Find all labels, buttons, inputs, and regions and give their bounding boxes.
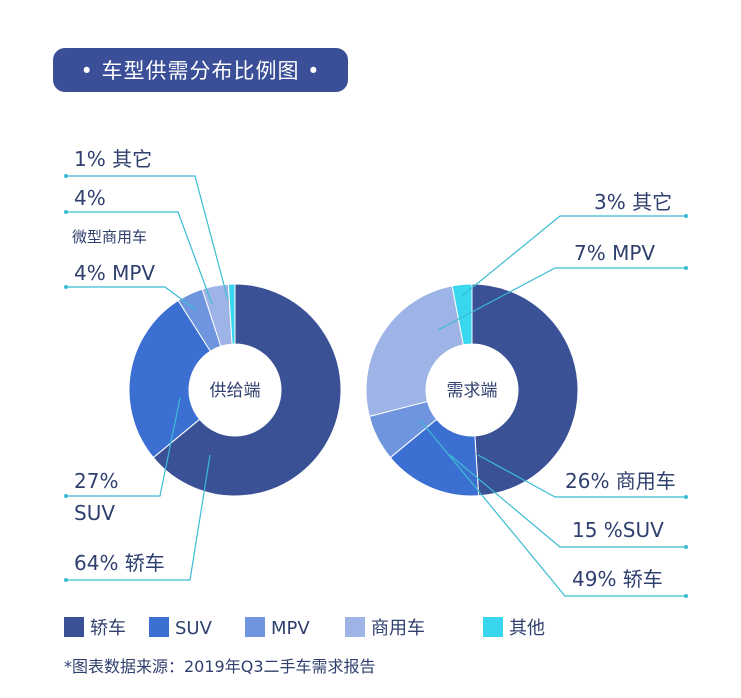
legend-swatch-suv	[149, 617, 169, 637]
supply-label-micro-pct: 4%	[74, 186, 106, 210]
legend-label-commercial: 商用车	[371, 618, 425, 639]
supply-label-suv-name: SUV	[74, 501, 115, 525]
demand-leader-other	[461, 215, 686, 297]
legend-swatch-other	[483, 617, 503, 637]
demand-center-label: 需求端	[447, 381, 498, 401]
demand-dot-mpv	[684, 266, 688, 270]
supply-leader-sedan	[66, 454, 211, 581]
demand-label-sedan: 49% 轿车	[572, 567, 663, 591]
demand-dot-commercial	[684, 495, 688, 499]
legend-label-sedan: 轿车	[90, 618, 126, 639]
supply-label-sedan: 64% 轿车	[74, 551, 165, 575]
chart-title: • 车型供需分布比例图 •	[53, 48, 348, 92]
legend-label-other: 其他	[509, 618, 545, 639]
supply-dot-other	[64, 174, 68, 178]
demand-leader-sedan	[419, 419, 686, 597]
legend-swatch-sedan	[64, 617, 84, 637]
supply-dot-suv	[64, 494, 68, 498]
demand-label-other: 3% 其它	[594, 190, 672, 214]
legend: 轿车 SUV MPV 商用车 其他	[64, 617, 545, 639]
supply-label-micro-name: 微型商用车	[72, 228, 147, 246]
supply-leader-suv	[66, 397, 181, 497]
supply-leader-mpv	[66, 286, 197, 311]
demand-dot-suv	[684, 545, 688, 549]
demand-label-suv: 15 %SUV	[572, 518, 664, 542]
demand-label-commercial: 26% 商用车	[565, 469, 676, 493]
demand-leader-suv	[449, 454, 686, 548]
supply-center-label: 供给端	[210, 381, 261, 401]
demand-donut-hole	[426, 344, 518, 436]
legend-label-suv: SUV	[175, 618, 213, 639]
supply-label-other: 1% 其它	[74, 147, 152, 171]
legend-swatch-commercial	[345, 617, 365, 637]
source-note: *图表数据来源：2019年Q3二手车需求报告	[64, 657, 376, 676]
supply-leader-micro	[66, 211, 213, 305]
demand-leader-mpv	[437, 267, 686, 331]
demand-donut	[365, 283, 579, 497]
legend-label-mpv: MPV	[271, 618, 310, 639]
supply-dot-sedan	[64, 578, 68, 582]
demand-leader-commercial	[477, 454, 686, 498]
supply-dot-mpv	[64, 285, 68, 289]
supply-label-suv-pct: 27%	[74, 469, 118, 493]
demand-label-mpv: 7% MPV	[574, 241, 655, 265]
demand-dot-other	[684, 214, 688, 218]
supply-donut-hole	[189, 344, 281, 436]
demand-dot-sedan	[684, 594, 688, 598]
supply-dot-micro	[64, 210, 68, 214]
supply-label-mpv: 4% MPV	[74, 261, 155, 285]
supply-leader-other	[66, 175, 229, 301]
legend-swatch-mpv	[245, 617, 265, 637]
